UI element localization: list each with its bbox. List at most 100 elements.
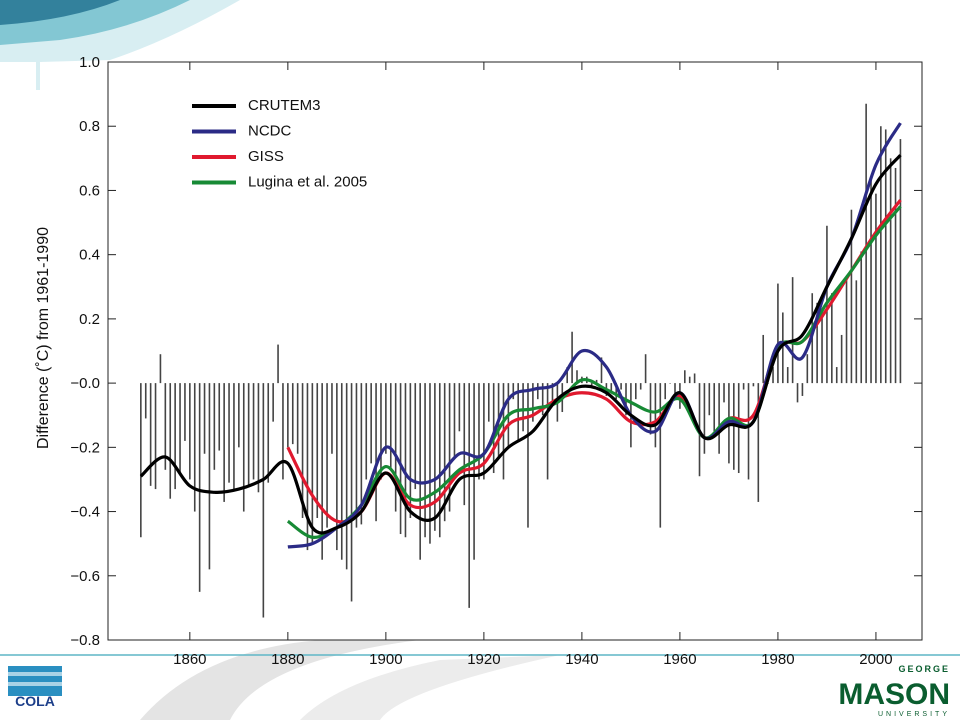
bar xyxy=(791,277,794,384)
bar xyxy=(336,383,338,551)
bar xyxy=(541,383,544,416)
bar xyxy=(718,383,720,454)
bar xyxy=(566,367,568,384)
bar xyxy=(296,383,299,454)
bar xyxy=(242,383,245,512)
bar xyxy=(429,383,431,544)
y-tick-label: −0.6 xyxy=(70,568,100,585)
bar xyxy=(179,383,181,474)
bar xyxy=(571,331,573,384)
bar xyxy=(860,251,863,384)
bar xyxy=(733,383,735,470)
bar xyxy=(144,383,147,419)
bar xyxy=(664,383,667,400)
bar xyxy=(389,383,392,470)
bar xyxy=(174,383,176,490)
x-tick-label: 1900 xyxy=(369,651,402,668)
bar xyxy=(845,280,848,384)
y-tick-label: −0.8 xyxy=(70,632,100,649)
bar xyxy=(443,383,446,522)
bar xyxy=(669,383,671,384)
bar xyxy=(198,383,201,592)
bar xyxy=(615,383,617,400)
bar xyxy=(277,344,279,384)
bar xyxy=(203,383,206,454)
bar xyxy=(184,383,186,441)
bar xyxy=(473,383,475,560)
bar xyxy=(806,354,809,384)
bar xyxy=(223,383,225,502)
bar xyxy=(360,383,363,525)
bar xyxy=(546,383,549,480)
y-axis-label: Difference (˚C) from 1961-1990 xyxy=(35,227,52,449)
line xyxy=(286,205,902,539)
bar xyxy=(782,312,784,384)
y-tick-label: 0.4 xyxy=(79,247,100,264)
bar xyxy=(316,383,319,518)
bar xyxy=(786,367,789,384)
bar xyxy=(370,383,372,464)
bar xyxy=(453,383,456,457)
line xyxy=(139,154,902,535)
bar xyxy=(639,383,642,390)
bar xyxy=(164,383,167,470)
bar xyxy=(233,383,235,490)
bar xyxy=(757,383,760,502)
bar xyxy=(703,383,706,454)
bar xyxy=(899,139,902,384)
bar xyxy=(654,383,657,448)
y-tick-label: 0.6 xyxy=(79,182,100,199)
bar xyxy=(742,383,745,390)
bar xyxy=(512,383,515,400)
bar xyxy=(355,383,358,528)
legend-label: NCDC xyxy=(248,122,291,139)
bar xyxy=(772,367,774,384)
bar xyxy=(159,354,162,384)
bar xyxy=(532,383,534,422)
bar xyxy=(590,383,593,387)
bar xyxy=(468,383,470,608)
bar xyxy=(404,383,407,538)
bar xyxy=(238,383,240,448)
bar xyxy=(399,383,402,535)
bar xyxy=(693,373,696,384)
legend-label: Lugina et al. 2005 xyxy=(248,173,367,190)
bar xyxy=(821,312,823,384)
bar xyxy=(306,383,309,551)
bar xyxy=(291,383,294,445)
bar xyxy=(875,193,877,384)
bar xyxy=(463,383,466,506)
x-tick-label: 1940 xyxy=(565,651,598,668)
bar xyxy=(394,383,397,512)
bar xyxy=(419,383,421,560)
bar xyxy=(345,383,348,570)
bar xyxy=(189,383,191,480)
bar xyxy=(365,383,368,480)
bar xyxy=(331,383,333,454)
bar xyxy=(708,383,711,416)
bar xyxy=(414,383,417,490)
bar xyxy=(870,177,872,384)
bar xyxy=(483,383,485,480)
legend-label: GISS xyxy=(248,148,284,165)
bar xyxy=(424,383,426,538)
bar xyxy=(208,383,211,570)
bar xyxy=(380,383,382,480)
bar xyxy=(375,383,377,522)
bar xyxy=(801,383,804,396)
bar xyxy=(257,383,260,493)
bar xyxy=(880,126,882,384)
bar xyxy=(140,383,142,538)
y-tick-label: −0.0 xyxy=(70,375,100,392)
bar xyxy=(595,379,598,384)
bar xyxy=(385,383,387,454)
x-tick-label: 1980 xyxy=(761,651,794,668)
y-tick-label: 0.8 xyxy=(79,118,100,135)
bar xyxy=(218,383,221,451)
x-tick-label: 1880 xyxy=(271,651,304,668)
bar xyxy=(762,334,765,384)
bar xyxy=(149,383,152,486)
bar xyxy=(831,293,833,384)
bar xyxy=(350,383,353,602)
